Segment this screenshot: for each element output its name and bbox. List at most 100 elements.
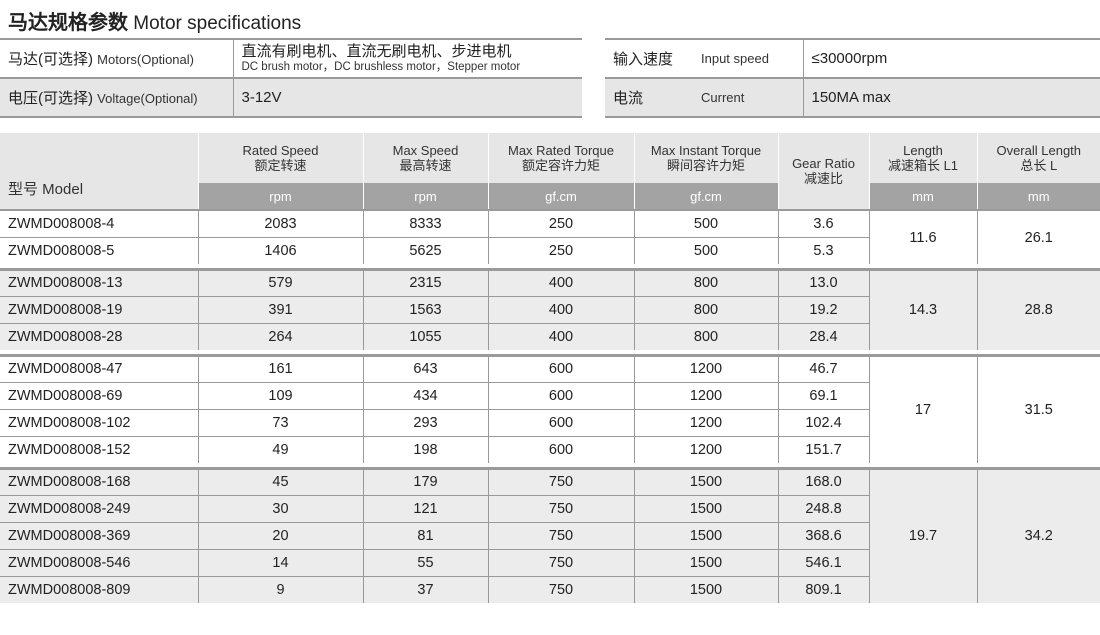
model-cell: ZWMD008008-546 (0, 548, 198, 576)
overall-length-cell: 26.1 (976, 209, 1100, 264)
model-cell: ZWMD008008-28 (0, 322, 198, 350)
value-cell: 434 (362, 381, 488, 409)
model-cell: ZWMD008008-809 (0, 575, 198, 603)
value-cell: 1563 (362, 295, 488, 323)
value-cell: 109 (197, 381, 363, 409)
value-cell: 30 (197, 494, 363, 522)
value-cell: 368.6 (777, 521, 869, 549)
value-cell: 264 (197, 322, 363, 350)
value-cell: 800 (633, 295, 778, 323)
column-header: Max Rated Torque 额定容许力矩 (487, 133, 634, 183)
value-cell: 49 (197, 435, 363, 463)
value-cell: 546.1 (777, 548, 869, 576)
value-cell: 400 (487, 295, 634, 323)
table-row: ZWMD008008-809 9 37 750 1500 809.1 (0, 575, 1100, 603)
title-en: Motor specifications (133, 13, 302, 34)
value-cell: 1200 (633, 381, 778, 409)
column-unit: gf.cm (487, 183, 634, 210)
value-cell: 800 (633, 322, 778, 350)
value-cell: 28.4 (777, 322, 869, 350)
value-cell: 1500 (633, 521, 778, 549)
value-cell: 750 (487, 575, 634, 603)
model-cell: ZWMD008008-102 (0, 408, 198, 436)
column-header: Max Instant Torque 瞬间容许力矩 (633, 133, 778, 183)
spec-table-right: 输入速度 Input speed ≤30000rpm 电流 Current 15… (605, 38, 1100, 118)
column-header: Overall Length 总长 L (976, 133, 1100, 183)
value-cell: 121 (362, 494, 488, 522)
table-row: ZWMD008008-249 30 121 750 1500 248.8 (0, 494, 1100, 522)
column-header: Length 减速箱长 L1 (868, 133, 977, 183)
value-cell: 750 (487, 521, 634, 549)
gearmotor-spec-table: 型号 Model Rated Speed 额定转速 Max Speed 最高转速 Max … (0, 133, 1100, 603)
value-cell: 1200 (633, 408, 778, 436)
value-cell: 750 (487, 494, 634, 522)
spec-value: 3-12V (232, 78, 582, 117)
column-unit: gf.cm (633, 183, 778, 210)
column-header: Gear Ratio 减速比 (777, 133, 869, 210)
value-cell: 800 (633, 267, 778, 296)
model-cell: ZWMD008008-47 (0, 353, 198, 382)
table-row: ZWMD008008-28 264 1055 400 800 28.4 (0, 322, 1100, 350)
model-cell: ZWMD008008-13 (0, 267, 198, 296)
column-unit: mm (976, 183, 1100, 210)
value-cell: 102.4 (777, 408, 869, 436)
value-cell: 5.3 (777, 236, 869, 264)
value-cell: 1406 (197, 236, 363, 264)
spec-label-en: Input speed (693, 39, 803, 79)
value-cell: 600 (487, 408, 634, 436)
value-cell: 579 (197, 267, 363, 296)
value-cell: 643 (362, 353, 488, 382)
header-row: 型号 Model Rated Speed 额定转速 Max Speed 最高转速 Max … (0, 133, 1100, 210)
table-row: ZWMD008008-168 45 179 750 1500 168.0 19.7 34.2 (0, 466, 1100, 603)
spec-row-motors: 马达(可选择) Motors(Optional) 直流有刷电机、直流无刷电机、步… (0, 39, 582, 79)
value-cell: 13.0 (777, 267, 869, 296)
unit-row: rpm rpm gf.cm gf.cm mm mm (0, 183, 1100, 210)
length-cell: 17 (868, 353, 977, 463)
value-cell: 400 (487, 267, 634, 296)
model-cell: ZWMD008008-69 (0, 381, 198, 409)
title-cn: 马达规格参数 (8, 12, 128, 34)
table-row: ZWMD008008-13 579 2315 400 800 13.0 14.3 28.8 (0, 267, 1100, 350)
value-cell: 1500 (633, 575, 778, 603)
value-cell: 391 (197, 295, 363, 323)
value-cell: 161 (197, 353, 363, 382)
value-cell: 600 (487, 381, 634, 409)
spec-label-en: Current (693, 78, 803, 117)
length-cell: 19.7 (868, 466, 977, 603)
model-header: 型号 Model (0, 133, 198, 210)
model-cell: ZWMD008008-168 (0, 466, 198, 495)
spec-label-cn: 电流 (605, 78, 693, 117)
spec-value: 150MA max (802, 78, 1100, 117)
length-cell: 14.3 (868, 267, 977, 350)
model-cell: ZWMD008008-19 (0, 295, 198, 323)
value-cell: 250 (487, 209, 634, 237)
value-cell: 250 (487, 236, 634, 264)
table-row: ZWMD008008-19 391 1563 400 800 19.2 (0, 295, 1100, 323)
table-row: ZWMD008008-69 109 434 600 1200 69.1 (0, 381, 1100, 409)
model-cell: ZWMD008008-5 (0, 236, 198, 264)
column-unit: rpm (197, 183, 363, 210)
value-cell: 750 (487, 548, 634, 576)
value-cell: 46.7 (777, 353, 869, 382)
page-title: 马达规格参数 Motor specifications (8, 6, 301, 35)
table-row: ZWMD008008-4 2083 8333 250 500 3.6 11.6 26.1 (0, 209, 1100, 264)
table-row: ZWMD008008-5 1406 5625 250 500 5.3 (0, 236, 1100, 264)
spec-label: 马达(可选择) Motors(Optional) (0, 39, 233, 79)
value-cell: 1200 (633, 353, 778, 382)
value-cell: 19.2 (777, 295, 869, 323)
value-cell: 73 (197, 408, 363, 436)
value-cell: 500 (633, 236, 778, 264)
value-cell: 69.1 (777, 381, 869, 409)
value-cell: 600 (487, 353, 634, 382)
overall-length-cell: 31.5 (976, 353, 1100, 463)
overall-length-cell: 28.8 (976, 267, 1100, 350)
length-cell: 11.6 (868, 209, 977, 264)
spec-label-cn: 输入速度 (605, 39, 693, 79)
value-cell: 45 (197, 466, 363, 495)
value-cell: 81 (362, 521, 488, 549)
value-cell: 9 (197, 575, 363, 603)
value-cell: 750 (487, 466, 634, 495)
value-cell: 8333 (362, 209, 488, 237)
value-cell: 3.6 (777, 209, 869, 237)
value-cell: 1055 (362, 322, 488, 350)
